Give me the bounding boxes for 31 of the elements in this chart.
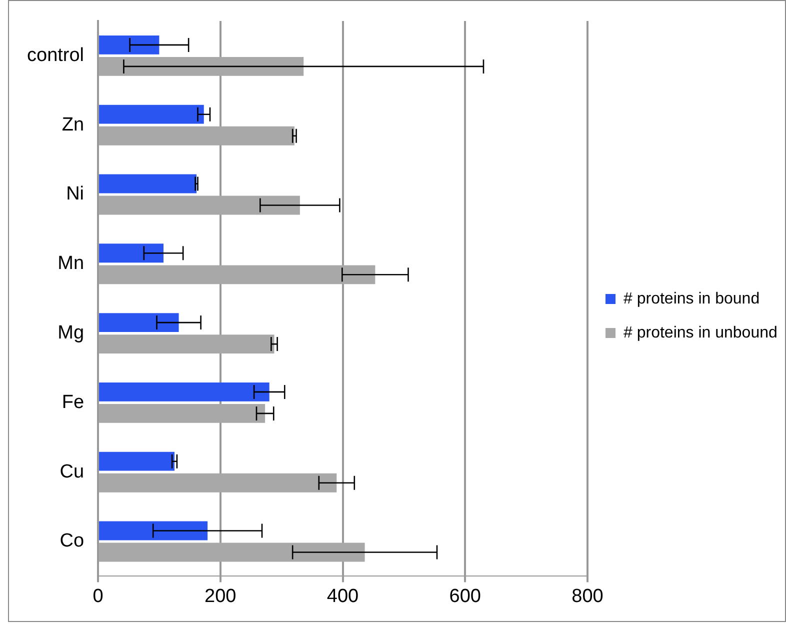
x-tick-label: 400: [326, 586, 359, 607]
bar: [99, 382, 270, 402]
bar: [99, 404, 266, 423]
legend-label: # proteins in bound: [624, 290, 760, 308]
x-tick-label: 200: [204, 586, 236, 607]
legend-label: # proteins in unbound: [624, 324, 778, 342]
bar: [99, 313, 179, 332]
y-tick-label: Mg: [58, 322, 84, 344]
bar: [99, 56, 304, 76]
y-tick-label: control: [26, 44, 84, 66]
bar: [99, 174, 197, 194]
bar: [99, 104, 204, 124]
y-tick-label: Cu: [60, 461, 84, 482]
bar: [99, 473, 337, 492]
y-tick-label: Fe: [62, 392, 84, 413]
y-tick-label: Co: [60, 530, 84, 552]
x-tick-label: 800: [572, 586, 604, 607]
y-tick-label: Mn: [58, 253, 84, 274]
bar: [99, 521, 208, 540]
bar: [99, 126, 294, 146]
bar: [99, 196, 300, 215]
y-tick-label: Ni: [66, 184, 84, 205]
bar: [99, 452, 175, 471]
x-tick-label: 0: [92, 586, 104, 607]
bar: [99, 334, 274, 354]
bar: [99, 35, 160, 54]
y-tick-label: Zn: [62, 114, 84, 136]
bar: [99, 265, 376, 284]
bar: [99, 542, 365, 562]
x-tick-label: 600: [449, 586, 481, 607]
bar: [99, 244, 164, 263]
